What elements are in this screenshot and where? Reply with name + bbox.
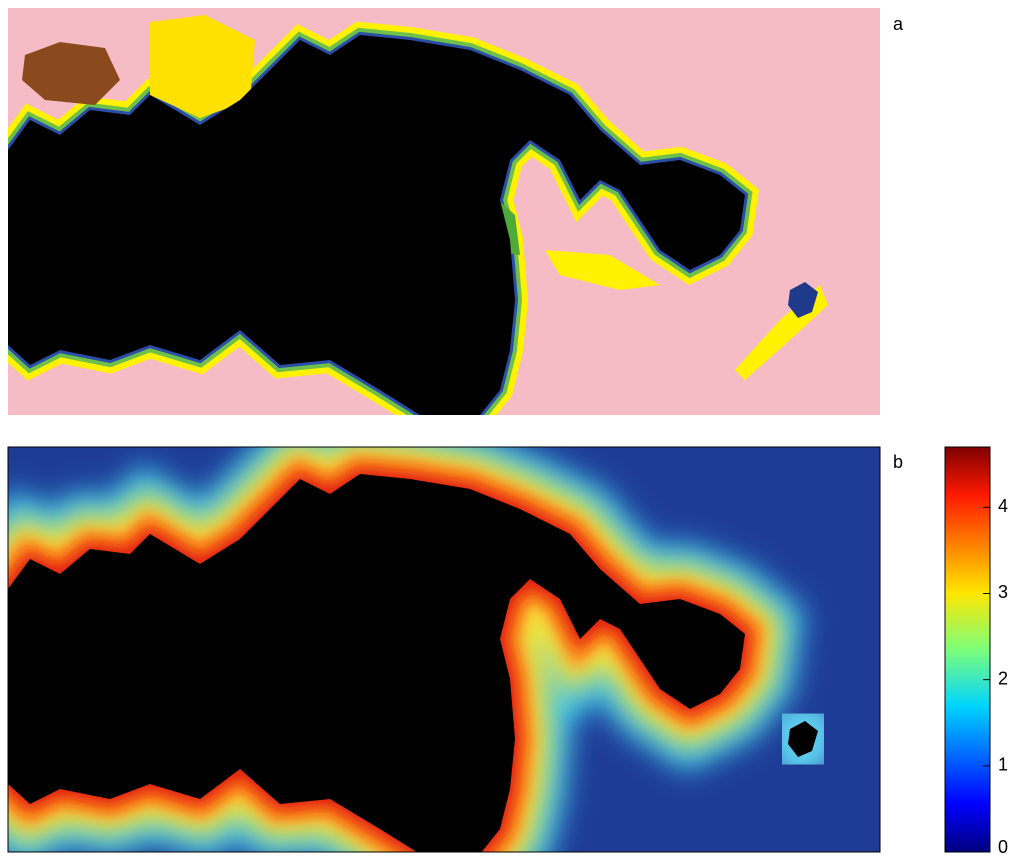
panel-label: b bbox=[893, 452, 903, 472]
colorbar-tick-label: 4 bbox=[998, 496, 1008, 516]
colorbar-tick-label: 2 bbox=[998, 668, 1008, 688]
colorbar-tick-label: 3 bbox=[998, 582, 1008, 602]
figure: a b 0 1 2 3 4 bbox=[0, 0, 1024, 858]
panel-a-map bbox=[8, 8, 880, 415]
panel-b-map bbox=[8, 447, 880, 854]
colorbar-tick-label: 0 bbox=[998, 837, 1008, 857]
panel-label: a bbox=[893, 14, 904, 34]
colorbar-tick-label: 1 bbox=[998, 755, 1008, 775]
